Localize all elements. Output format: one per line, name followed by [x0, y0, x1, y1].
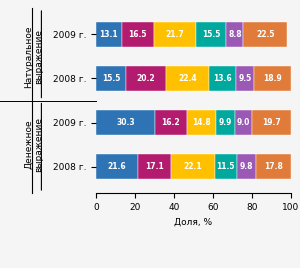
Bar: [226, 22, 243, 47]
Text: 16.2: 16.2: [162, 118, 180, 127]
Text: 20.2: 20.2: [136, 74, 155, 83]
Bar: [236, 66, 254, 91]
Bar: [138, 154, 172, 179]
Bar: [254, 66, 291, 91]
Bar: [96, 66, 126, 91]
Text: 22.5: 22.5: [256, 30, 274, 39]
Text: 15.5: 15.5: [202, 30, 220, 39]
Text: 14.8: 14.8: [192, 118, 211, 127]
Text: Натуральное
выражение: Натуральное выражение: [24, 25, 43, 88]
Bar: [252, 110, 291, 135]
Bar: [243, 22, 287, 47]
Text: 9.0: 9.0: [237, 118, 250, 127]
Text: 11.5: 11.5: [217, 162, 235, 171]
Bar: [209, 66, 236, 91]
Bar: [256, 154, 291, 179]
Text: 9.9: 9.9: [218, 118, 232, 127]
Text: 18.9: 18.9: [263, 74, 282, 83]
Text: 22.4: 22.4: [178, 74, 197, 83]
Text: 17.1: 17.1: [146, 162, 164, 171]
Text: Денежное
выражение: Денежное выражение: [24, 117, 43, 172]
Text: 8.8: 8.8: [228, 30, 242, 39]
Text: 9.8: 9.8: [240, 162, 253, 171]
Text: 21.7: 21.7: [166, 30, 184, 39]
Bar: [96, 22, 122, 47]
Text: 19.7: 19.7: [262, 118, 281, 127]
Bar: [196, 22, 226, 47]
X-axis label: Доля, %: Доля, %: [174, 217, 213, 226]
Bar: [166, 66, 209, 91]
Bar: [126, 66, 166, 91]
Bar: [96, 154, 138, 179]
Bar: [154, 22, 196, 47]
Bar: [214, 154, 237, 179]
Text: 13.1: 13.1: [100, 30, 118, 39]
Text: 30.3: 30.3: [116, 118, 135, 127]
Bar: [122, 22, 154, 47]
Bar: [96, 110, 155, 135]
Bar: [215, 110, 235, 135]
Bar: [187, 110, 215, 135]
Text: 17.8: 17.8: [264, 162, 283, 171]
Text: 21.6: 21.6: [108, 162, 126, 171]
Bar: [237, 154, 256, 179]
Text: 16.5: 16.5: [128, 30, 147, 39]
Bar: [172, 154, 214, 179]
Text: 22.1: 22.1: [184, 162, 202, 171]
Bar: [235, 110, 252, 135]
Text: 15.5: 15.5: [102, 74, 120, 83]
Text: 9.5: 9.5: [238, 74, 252, 83]
Text: 13.6: 13.6: [213, 74, 232, 83]
Bar: [155, 110, 187, 135]
